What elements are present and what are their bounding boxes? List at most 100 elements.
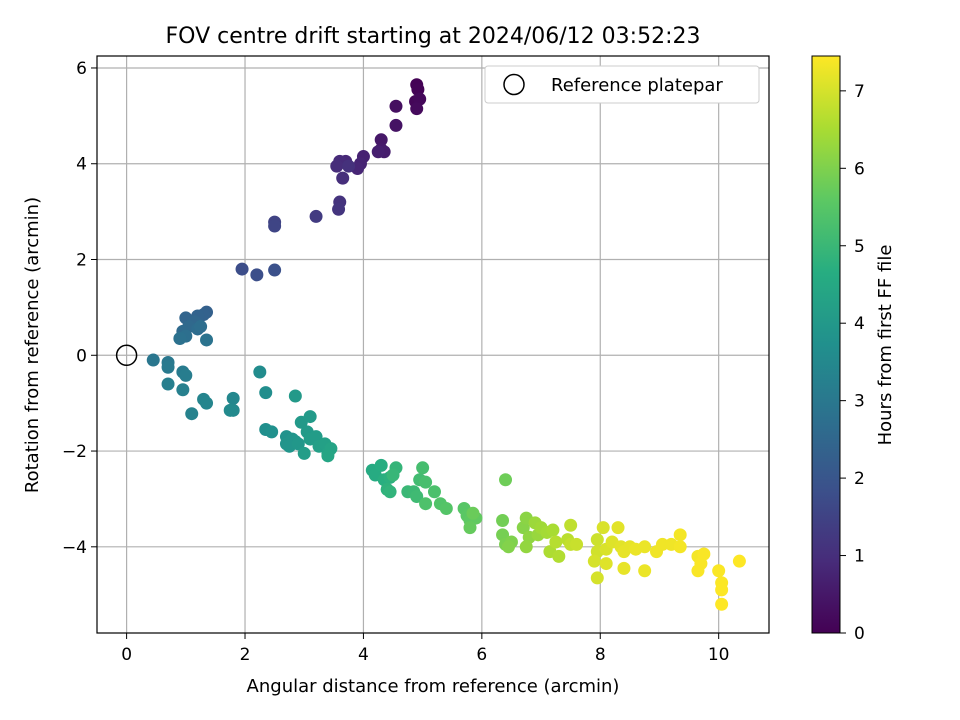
y-tick-label: 6 [76,59,87,79]
data-point [587,554,601,568]
reference-platepar-marker [115,344,138,367]
data-point [330,159,344,173]
data-point [638,564,652,578]
legend-reference-marker [503,73,525,96]
colorbar-tick-label: 2 [854,469,865,489]
x-tick-label: 6 [476,645,487,665]
y-tick-label: 0 [76,346,87,366]
data-point [673,528,687,542]
data-point [410,490,424,504]
data-point [596,521,610,535]
y-tick-label: 2 [76,251,87,271]
data-point [410,102,424,116]
plot-frame [96,55,770,634]
data-point [416,461,430,475]
data-point [427,485,441,499]
data-point [590,571,604,585]
data-point [655,537,669,551]
data-point [268,263,282,277]
data-point [161,377,175,391]
data-point [564,518,578,532]
colorbar-gradient [811,55,841,634]
data-point [389,99,403,113]
colorbar-tick-label: 1 [854,547,865,567]
data-point [439,502,453,516]
data-point [321,449,335,463]
data-point [389,118,403,132]
data-point [673,540,687,554]
data-point [712,564,726,578]
data-point [570,537,584,551]
data-point [297,446,311,460]
colorbar-tick-label: 4 [854,314,865,334]
data-point [691,564,705,578]
data-point [235,262,249,276]
data-point [419,497,433,511]
data-point [552,549,566,563]
data-point [519,540,533,554]
data-point [501,540,515,554]
colorbar-tick-label: 3 [854,392,865,412]
data-point [332,202,346,216]
data-point [549,535,563,549]
data-point [268,219,282,233]
data-point [611,521,625,535]
data-point [200,333,214,347]
data-point [253,365,267,379]
data-point [342,159,356,173]
legend: Reference platepar [484,65,760,104]
y-axis-label: Rotation from reference (arcmin) [22,197,43,493]
data-point [265,425,279,439]
colorbar-tick-label: 5 [854,237,865,257]
data-point [309,209,323,223]
colorbar-tick-label: 0 [854,624,865,644]
colorbar-label: Hours from first FF file [875,245,896,446]
data-point [496,513,510,527]
y-tick-label: −2 [62,442,87,462]
x-tick-label: 0 [121,645,132,665]
data-point [223,403,237,417]
x-axis-ticks: 0 2 4 6 8 10 [121,633,729,665]
y-axis-ticks: −4 −2 0 2 4 6 [62,59,97,558]
data-point [386,468,400,482]
data-point [599,557,613,571]
data-point [185,407,199,421]
data-point [499,473,513,487]
data-point [463,521,477,535]
data-point [291,437,305,451]
data-point [383,485,397,499]
x-axis-label: Angular distance from reference (arcmin) [247,676,620,697]
y-tick-label: 4 [76,155,87,175]
data-point [161,360,175,374]
data-point [173,332,187,346]
data-point [590,533,604,547]
data-point [336,171,350,185]
data-point [732,554,746,568]
data-point [194,320,208,334]
data-point [259,386,273,400]
data-point [466,506,480,520]
data-point [374,458,388,472]
colorbar: 0 1 2 3 4 5 6 7 Hours from first FF file [811,55,896,644]
x-tick-label: 10 [708,645,730,665]
legend-box [484,65,760,104]
data-point [146,353,160,367]
data-point [617,561,631,575]
data-point [303,410,317,424]
data-point [179,368,193,382]
colorbar-tick-label: 6 [854,159,865,179]
data-point [288,389,302,403]
data-point [226,391,240,405]
chart-title: FOV centre drift starting at 2024/06/12 … [166,24,701,49]
legend-label: Reference platepar [551,75,723,96]
data-point [715,583,729,597]
data-point [374,133,388,147]
x-tick-label: 8 [595,645,606,665]
data-point [715,597,729,611]
x-tick-label: 2 [240,645,251,665]
colorbar-tick-label: 7 [854,82,865,102]
data-point [546,523,560,537]
x-tick-label: 4 [358,645,369,665]
data-point [176,383,190,397]
